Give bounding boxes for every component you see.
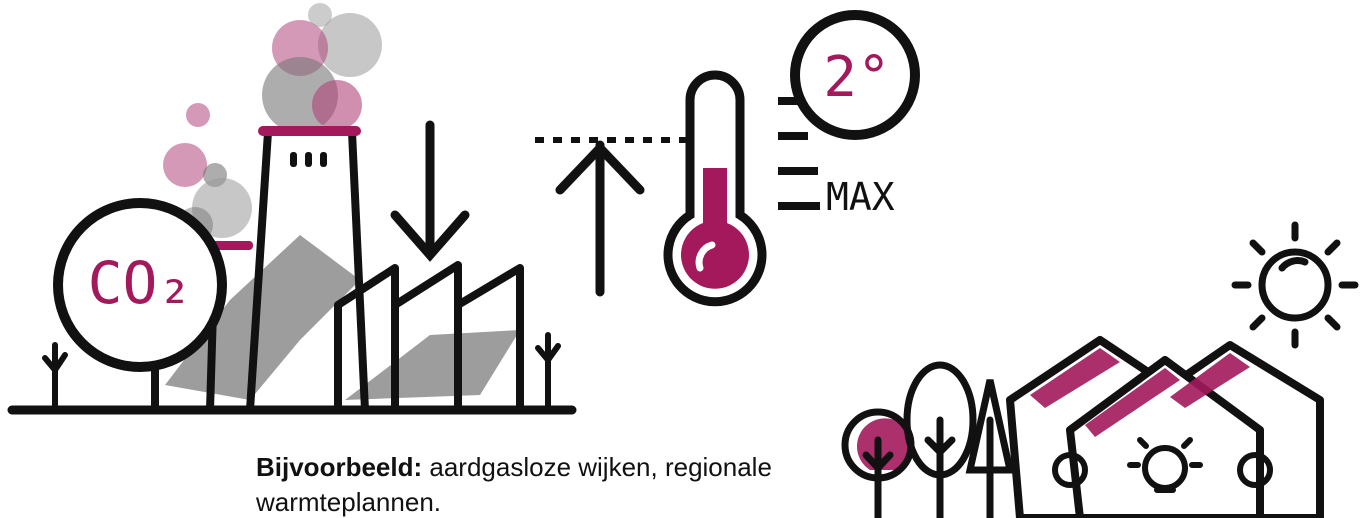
smoke-part xyxy=(163,143,207,187)
sun-part xyxy=(1282,261,1305,268)
caption: Bijvoorbeeld: aardgasloze wijken, region… xyxy=(256,450,816,518)
chimney-cap xyxy=(258,126,361,136)
chimney-windows-part xyxy=(320,152,327,167)
chimney-windows-part xyxy=(290,152,297,167)
arrow-down xyxy=(395,125,465,255)
grass-part xyxy=(538,335,558,410)
scale-bars-part xyxy=(778,202,820,210)
thermometer xyxy=(668,75,762,302)
temperature-label: 2° xyxy=(823,45,890,110)
sun-part xyxy=(1235,225,1355,345)
arrow-up-part xyxy=(560,145,640,292)
chimney-windows xyxy=(290,152,327,167)
trees xyxy=(845,365,1010,518)
scribble-fill-part xyxy=(345,330,520,400)
scale-bars-part xyxy=(778,132,808,140)
smoke xyxy=(163,3,382,243)
page: CO₂ 2° MAX xyxy=(0,0,1361,518)
grass-part xyxy=(45,345,65,410)
max-label: MAX xyxy=(826,175,895,219)
chimney-windows-part xyxy=(305,152,312,167)
smoke-part xyxy=(308,3,332,27)
co2-label: CO₂ xyxy=(88,249,193,317)
lamps-part xyxy=(1145,448,1185,488)
smoke-part xyxy=(312,80,362,130)
smoke-part xyxy=(186,103,210,127)
illustration: CO₂ 2° MAX xyxy=(0,0,1361,518)
scale-bars-part xyxy=(778,167,818,175)
arrow-down-part xyxy=(395,125,465,255)
arrow-up xyxy=(560,145,640,292)
sun xyxy=(1235,225,1355,345)
trees-part xyxy=(928,420,952,518)
caption-lead: Bijvoorbeeld: xyxy=(256,452,422,482)
